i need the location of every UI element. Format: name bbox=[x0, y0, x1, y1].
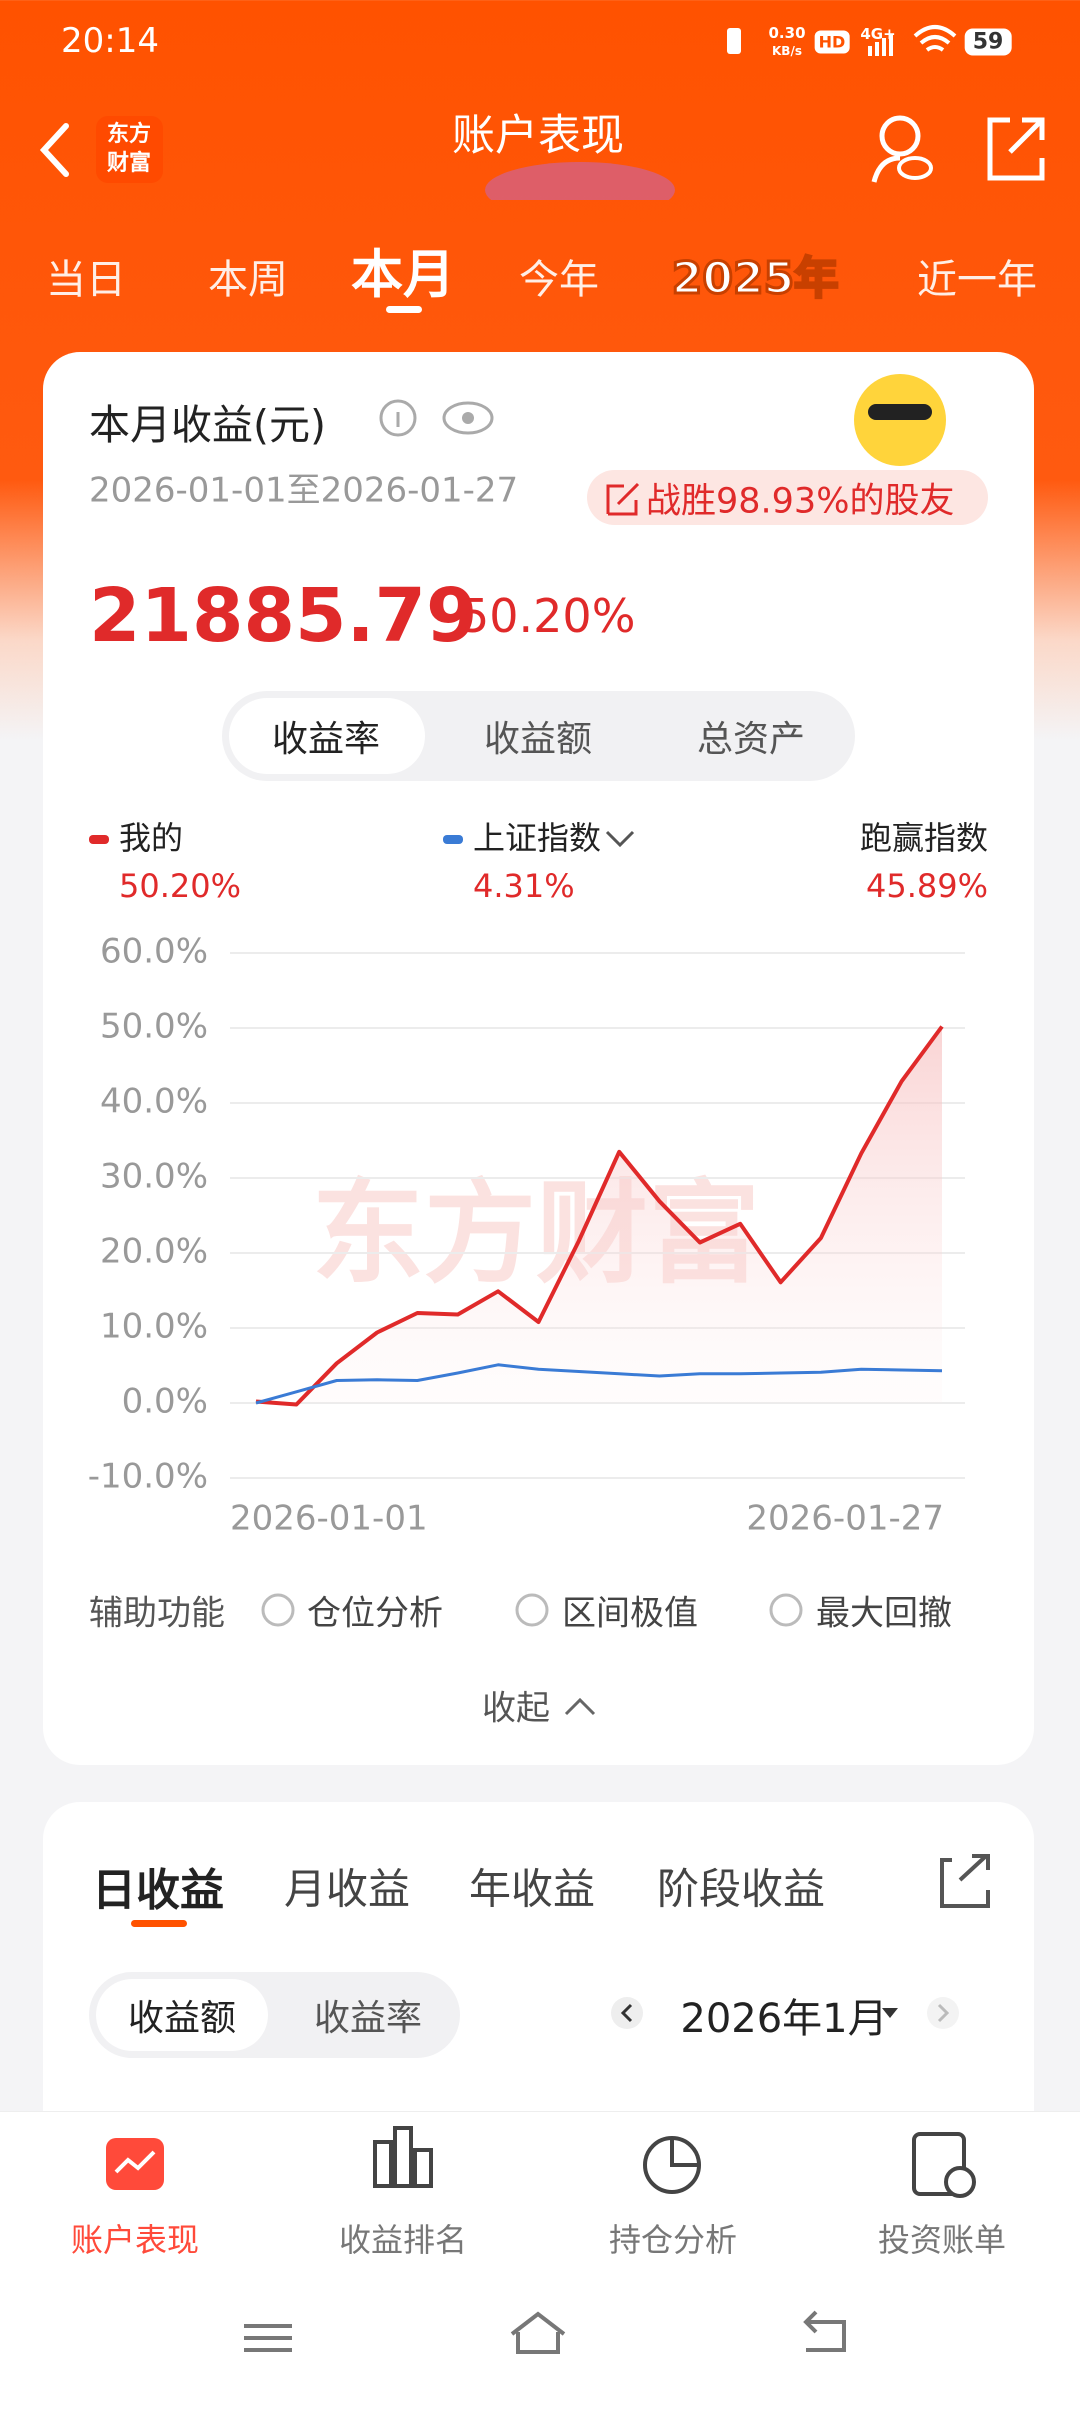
detail-switch-active-bg bbox=[96, 1979, 268, 2051]
legend-swatch bbox=[89, 835, 109, 844]
month-picker[interactable]: 2026年1月 bbox=[680, 1996, 888, 2042]
bottom-nav bbox=[0, 2111, 1080, 2409]
legend-swatch bbox=[443, 835, 463, 844]
date-range: 2026-01-01至2026-01-27 bbox=[89, 470, 519, 511]
collapse-icon[interactable] bbox=[564, 1697, 596, 1716]
detail-tab-indicator bbox=[131, 1920, 187, 1927]
logo-box bbox=[96, 116, 163, 183]
period-tab[interactable]: 2025年 bbox=[670, 252, 839, 306]
eye-pupil bbox=[462, 412, 474, 424]
mascot-glasses bbox=[868, 404, 932, 420]
x-tick-label: 2026-01-27 bbox=[746, 1499, 944, 1539]
profit-amount: 21885.79 bbox=[89, 573, 478, 659]
y-tick-label: 50.0% bbox=[100, 1007, 208, 1047]
nav-label-active[interactable]: 账户表现 bbox=[70, 2221, 200, 2259]
summary-card bbox=[43, 352, 1034, 1765]
net-unit: KB/s bbox=[772, 44, 802, 58]
badge-bg bbox=[587, 470, 988, 525]
signal-bar bbox=[875, 42, 879, 56]
y-tick-label: 40.0% bbox=[100, 1082, 208, 1122]
legend-name: 我的 bbox=[119, 819, 183, 857]
net-speed: 0.30 bbox=[768, 24, 806, 42]
legend-dropdown bbox=[605, 830, 635, 848]
y-tick-label: 20.0% bbox=[100, 1232, 208, 1272]
tool-option[interactable]: 仓位分析 bbox=[307, 1593, 443, 1634]
radio[interactable] bbox=[769, 1593, 803, 1627]
back-button[interactable] bbox=[39, 123, 69, 177]
nav-label[interactable]: 投资账单 bbox=[877, 2221, 1007, 2259]
profile-icon-body bbox=[871, 155, 901, 183]
logo-text: 财富 bbox=[106, 151, 152, 176]
rank-badge[interactable]: 战胜98.93%的股友 bbox=[646, 481, 955, 522]
switch-option-active[interactable]: 收益率 bbox=[271, 719, 381, 760]
switch-option[interactable]: 收益额 bbox=[483, 719, 593, 760]
vibrate-icon bbox=[727, 28, 741, 54]
period-tab[interactable]: 近一年 bbox=[917, 257, 1037, 303]
radio[interactable] bbox=[261, 1593, 295, 1627]
period-tab-active[interactable]: 本月 bbox=[350, 245, 456, 306]
nav-label[interactable]: 持仓分析 bbox=[608, 2221, 738, 2259]
tool-option[interactable]: 最大回撤 bbox=[816, 1593, 952, 1634]
detail-tab[interactable]: 月收益 bbox=[284, 1864, 411, 1914]
battery: 59 bbox=[964, 28, 1012, 56]
legend-value: 4.31% bbox=[473, 867, 575, 905]
signal-bar bbox=[868, 46, 872, 56]
area-fill bbox=[256, 1026, 942, 1405]
badge-icon bbox=[606, 482, 640, 516]
legend-value: 50.20% bbox=[119, 867, 241, 905]
share-button[interactable] bbox=[987, 117, 1045, 181]
status-icons bbox=[727, 25, 957, 56]
period-tab[interactable]: 本周 bbox=[208, 257, 288, 303]
series-line bbox=[255, 1363, 943, 1405]
y-tick-label: 10.0% bbox=[100, 1307, 208, 1347]
y-tick-label: 60.0% bbox=[100, 932, 208, 972]
radio[interactable] bbox=[515, 1593, 549, 1627]
detail-switch-option[interactable]: 收益率 bbox=[313, 1998, 423, 2039]
tools-label: 辅助功能 bbox=[89, 1593, 225, 1634]
series-line bbox=[255, 1025, 944, 1407]
page-title: 账户表现 bbox=[452, 111, 624, 161]
y-tick-label: -10.0% bbox=[88, 1457, 208, 1497]
y-tick-label: 30.0% bbox=[100, 1157, 208, 1197]
eye-toggle[interactable] bbox=[442, 401, 494, 435]
detail-tab-active[interactable]: 日收益 bbox=[92, 1865, 224, 1916]
outperform-value: 45.89% bbox=[866, 867, 988, 905]
signal-bar bbox=[889, 34, 893, 56]
switch-active-bg bbox=[229, 698, 425, 774]
period-tab[interactable]: 当日 bbox=[46, 257, 126, 303]
switch-option[interactable]: 总资产 bbox=[696, 719, 806, 760]
detail-switch-active[interactable]: 收益额 bbox=[127, 1998, 237, 2039]
network-type: 4G+ bbox=[860, 25, 896, 43]
logo-text: 东方 bbox=[106, 122, 152, 147]
info-icon[interactable] bbox=[379, 399, 417, 437]
collapse-button[interactable]: 收起 bbox=[482, 1688, 550, 1729]
detail-tab[interactable]: 年收益 bbox=[469, 1864, 596, 1914]
detail-tab[interactable]: 阶段收益 bbox=[657, 1864, 826, 1914]
period-tab[interactable]: 今年 bbox=[519, 257, 599, 303]
wifi-icon bbox=[913, 25, 957, 52]
redacted-blur bbox=[485, 162, 675, 200]
tab-indicator bbox=[386, 306, 422, 313]
signal-bar bbox=[882, 38, 886, 56]
x-tick-label: 2026-01-01 bbox=[230, 1499, 428, 1539]
eye-icon bbox=[897, 156, 933, 180]
status-time: 20:14 bbox=[61, 21, 159, 61]
profit-rate: 50.20% bbox=[460, 589, 636, 643]
nav-label[interactable]: 收益排名 bbox=[338, 2221, 468, 2259]
profile-icon[interactable] bbox=[879, 115, 921, 157]
outperform-label: 跑赢指数 bbox=[860, 819, 988, 857]
legend-name: 上证指数 bbox=[473, 819, 601, 857]
y-tick-label: 0.0% bbox=[122, 1382, 208, 1422]
chart: 东方财富 60.0%50.0%40.0%30.0%20.0%10.0%0.0%-… bbox=[88, 374, 988, 1716]
tool-option[interactable]: 区间极值 bbox=[562, 1593, 698, 1634]
hd-badge: HD bbox=[814, 30, 850, 54]
header-icons bbox=[39, 115, 1045, 200]
summary-title: 本月收益(元) bbox=[89, 401, 326, 449]
